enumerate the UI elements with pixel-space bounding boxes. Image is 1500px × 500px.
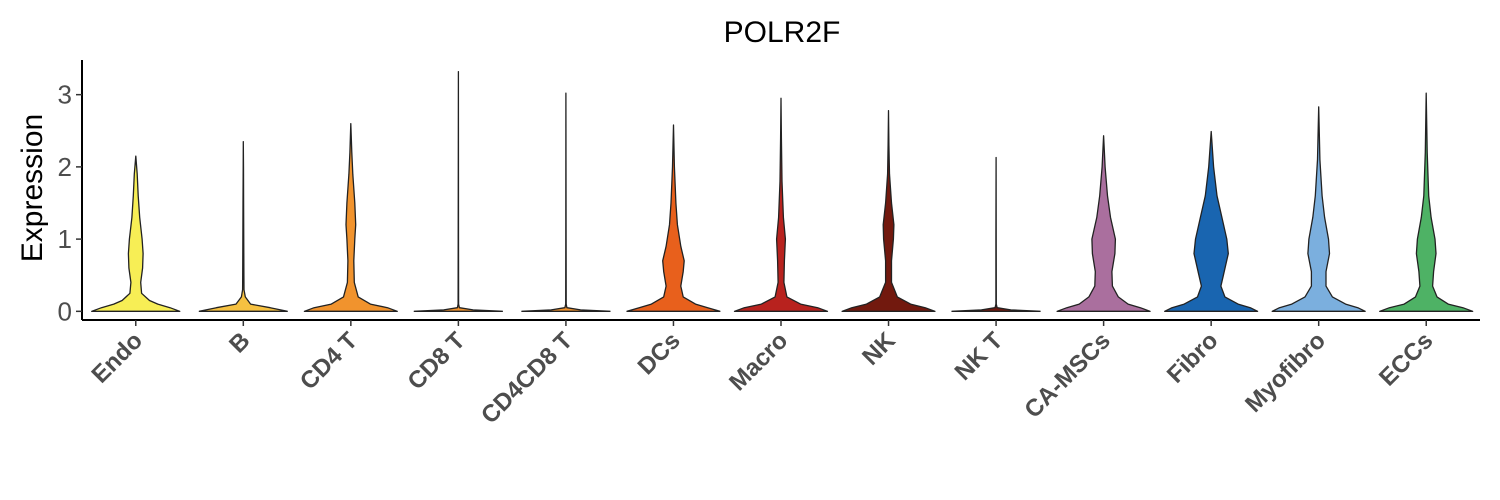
x-tick-label: CA-MSCs: [1019, 327, 1115, 423]
x-tick-label: DCs: [633, 327, 686, 380]
violin-b: [198, 140, 288, 312]
x-tick-label: B: [224, 327, 255, 358]
x-tick-label: Endo: [87, 327, 149, 389]
x-tick-label: NK T: [950, 327, 1009, 386]
violin-ca-mscs: [1056, 135, 1151, 312]
y-tick-label: 2: [58, 152, 72, 182]
x-tick-label: NK: [857, 327, 901, 371]
x-ticks: Endo B CD4 T CD8 T CD4CD8 T DCs Macro NK NK T CA-…: [87, 320, 1438, 429]
y-tick-label: 1: [58, 224, 72, 254]
y-tick-label: 0: [58, 296, 72, 326]
violin-nk-t: [951, 156, 1041, 312]
violin-group: [91, 70, 1474, 312]
violin-nk: [841, 109, 936, 312]
violin-dcs: [626, 124, 721, 312]
y-axis-label: Expression: [16, 114, 49, 262]
violin-myofibro: [1271, 106, 1366, 312]
violin-cd4cd8-t: [521, 92, 611, 312]
x-tick-label: CD8 T: [403, 327, 471, 395]
x-tick-label: Myofibro: [1240, 327, 1331, 418]
violin-macro: [733, 97, 829, 312]
x-tick-label: CD4CD8 T: [476, 327, 578, 429]
x-tick-label: ECCs: [1374, 327, 1438, 391]
chart-title: POLR2F: [724, 16, 841, 49]
violin-endo: [91, 155, 181, 312]
y-tick-label: 3: [58, 80, 72, 110]
x-tick-label: Macro: [724, 327, 793, 396]
x-tick-label: CD4 T: [295, 327, 363, 395]
x-tick-label: Fibro: [1162, 327, 1224, 389]
violin-fibro: [1164, 130, 1259, 312]
violin-cd4-t: [303, 122, 398, 312]
y-ticks: 0 1 2 3: [58, 80, 82, 326]
violin-cd8-t: [413, 70, 504, 312]
violin-eccs: [1379, 92, 1474, 312]
